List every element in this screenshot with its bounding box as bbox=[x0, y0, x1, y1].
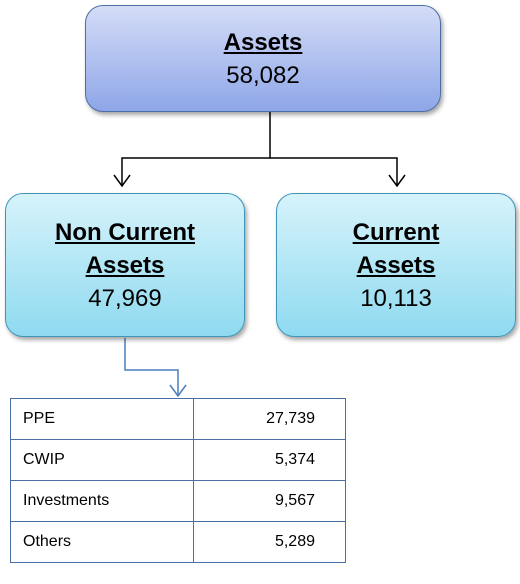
node-label: Non Current Assets bbox=[55, 218, 195, 279]
breakdown-table: PPE 27,739 CWIP 5,374 Investments 9,567 Others… bbox=[9, 398, 346, 563]
row-value: 5,374 bbox=[193, 439, 346, 481]
row-label: Investments bbox=[9, 480, 195, 522]
table-row: Investments 9,567 bbox=[9, 480, 346, 522]
node-value: 10,113 bbox=[360, 284, 432, 312]
non-current-node: Non Current Assets 47,969 bbox=[5, 193, 245, 337]
node-value: 58,082 bbox=[226, 61, 300, 89]
table-row: Others 5,289 bbox=[9, 521, 346, 563]
row-value: 5,289 bbox=[193, 521, 346, 563]
assets-node: Assets 58,082 bbox=[85, 5, 441, 112]
row-label: Others bbox=[9, 521, 195, 563]
row-label: CWIP bbox=[9, 439, 195, 481]
node-label: Current Assets bbox=[352, 218, 440, 279]
row-label: PPE bbox=[9, 398, 195, 440]
table-row: CWIP 5,374 bbox=[9, 439, 346, 481]
table-connector bbox=[124, 338, 187, 398]
row-value: 27,739 bbox=[193, 398, 346, 440]
table-row: PPE 27,739 bbox=[9, 398, 346, 440]
current-node: Current Assets 10,113 bbox=[276, 193, 516, 337]
node-label: Assets bbox=[223, 28, 303, 56]
row-value: 9,567 bbox=[193, 480, 346, 522]
node-value: 47,969 bbox=[88, 284, 162, 312]
top-connector bbox=[113, 112, 406, 188]
